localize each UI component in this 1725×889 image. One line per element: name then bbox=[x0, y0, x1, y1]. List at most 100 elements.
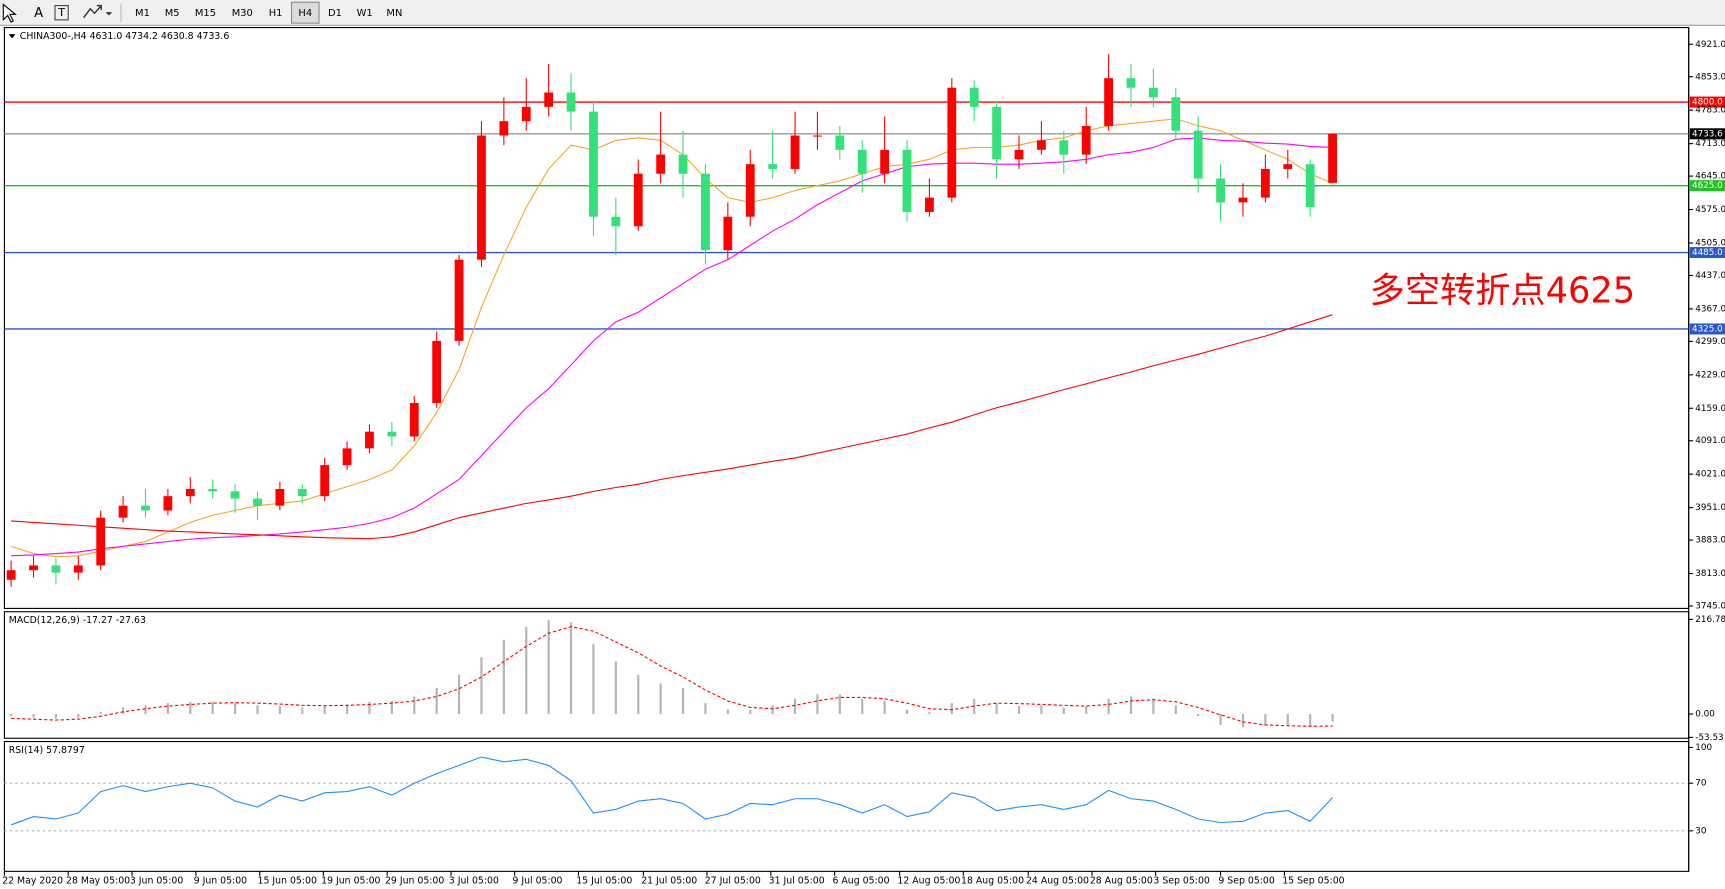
macd-signal bbox=[11, 626, 1333, 727]
y-tick-label: 4021.0 bbox=[1695, 470, 1725, 480]
cursor-icon bbox=[2, 3, 17, 23]
candle-body bbox=[163, 496, 173, 511]
candle-body bbox=[1037, 140, 1046, 150]
candle-body bbox=[141, 505, 150, 511]
y-tick-label: 0.00 bbox=[1695, 710, 1715, 720]
x-tick-label: 3 Sep 05:00 bbox=[1153, 876, 1209, 887]
timeframe-button[interactable]: M30 bbox=[232, 8, 253, 19]
candle-body bbox=[1328, 133, 1337, 183]
candle-body bbox=[1260, 168, 1270, 198]
objects-tool[interactable] bbox=[83, 4, 102, 19]
candle-body bbox=[1104, 78, 1113, 126]
x-tick-label: 28 Aug 05:00 bbox=[1090, 876, 1153, 887]
x-tick-label: 15 Jul 05:00 bbox=[576, 876, 632, 887]
panel-title: RSI(14) 57.8797 bbox=[9, 745, 85, 756]
y-tick-label: 30 bbox=[1695, 826, 1707, 836]
label-tool-frame bbox=[54, 4, 69, 21]
x-tick-label: 15 Jun 05:00 bbox=[258, 876, 317, 887]
y-tick-label: 4159.0 bbox=[1695, 404, 1725, 414]
candle-body bbox=[1238, 197, 1248, 203]
price-level-label: 4733.6 bbox=[1692, 129, 1723, 139]
candle-body bbox=[1216, 178, 1225, 203]
text-tool[interactable]: A bbox=[34, 6, 43, 21]
candle-body bbox=[185, 488, 195, 497]
y-tick-label: 4921.0 bbox=[1695, 40, 1725, 50]
candle-body bbox=[320, 465, 330, 497]
candle-body bbox=[253, 498, 262, 506]
candle-body bbox=[1193, 130, 1203, 179]
candle-body bbox=[208, 488, 218, 492]
panel-frame bbox=[3, 740, 1690, 872]
timeframe-button[interactable]: MN bbox=[386, 8, 402, 19]
x-tick-label: 29 Jun 05:00 bbox=[385, 876, 444, 887]
candle-body bbox=[342, 448, 352, 466]
candle-body bbox=[633, 173, 643, 227]
x-tick-label: 12 Aug 05:00 bbox=[897, 876, 960, 887]
price-level-label: 4800.0 bbox=[1692, 98, 1723, 108]
candle-body bbox=[611, 216, 621, 227]
candle-body bbox=[880, 149, 890, 174]
price-level-label: 4485.0 bbox=[1692, 248, 1723, 258]
candle-body bbox=[544, 92, 554, 107]
timeframe-button[interactable]: H1 bbox=[269, 8, 283, 19]
candle-body bbox=[1014, 149, 1024, 160]
y-tick-label: 216.78 bbox=[1695, 615, 1725, 625]
candle-body bbox=[813, 135, 822, 137]
cursor-tool[interactable] bbox=[2, 3, 17, 23]
y-tick-label: 4645.0 bbox=[1695, 172, 1725, 182]
y-tick-label: 4437.0 bbox=[1695, 271, 1725, 281]
y-tick-label: 4367.0 bbox=[1695, 304, 1725, 314]
candle-body bbox=[432, 340, 442, 404]
price-level-tag bbox=[1689, 247, 1725, 259]
timeframe-button[interactable]: M15 bbox=[195, 8, 216, 19]
candle-body bbox=[73, 565, 83, 573]
candle-body bbox=[1148, 87, 1158, 98]
x-tick-label: 27 Jul 05:00 bbox=[705, 876, 761, 887]
panel-frame bbox=[3, 27, 1690, 609]
toolbar bbox=[0, 0, 1725, 26]
candle-body bbox=[1126, 78, 1136, 88]
x-tick-label: 28 May 05:00 bbox=[66, 876, 130, 887]
candle-body bbox=[656, 154, 666, 174]
y-tick-label: 4091.0 bbox=[1695, 436, 1725, 446]
timeframe-button[interactable]: M5 bbox=[165, 8, 180, 19]
x-tick-label: 19 Jun 05:00 bbox=[321, 876, 380, 887]
candle-body bbox=[51, 565, 61, 573]
y-tick-label: 4783.0 bbox=[1695, 106, 1725, 116]
panel-frame bbox=[3, 611, 1690, 739]
candle-body bbox=[723, 216, 733, 251]
label-tool[interactable]: T bbox=[57, 6, 65, 19]
candle-body bbox=[387, 431, 397, 437]
timeframe-button[interactable]: W1 bbox=[357, 8, 373, 19]
y-tick-label: 4713.0 bbox=[1695, 139, 1725, 149]
candle-body bbox=[745, 164, 755, 217]
timeframe-button[interactable]: D1 bbox=[328, 8, 342, 19]
price-level-tag bbox=[1689, 180, 1725, 192]
candle-body bbox=[521, 106, 531, 122]
candle-body bbox=[1171, 97, 1181, 131]
x-tick-label: 15 Sep 05:00 bbox=[1282, 876, 1344, 887]
timeframe-button[interactable]: H4 bbox=[298, 8, 312, 19]
candle-body bbox=[275, 488, 285, 506]
active-button bbox=[290, 1, 320, 24]
candle-body bbox=[409, 403, 419, 437]
candle-body bbox=[454, 259, 464, 341]
dropdown-arrow[interactable] bbox=[105, 12, 113, 16]
y-tick-label: 3951.0 bbox=[1695, 503, 1725, 513]
candle-body bbox=[857, 149, 867, 174]
candle-body bbox=[678, 154, 688, 174]
candle-body bbox=[969, 87, 979, 107]
y-tick-label: 4853.0 bbox=[1695, 72, 1725, 82]
candle-body bbox=[768, 164, 778, 169]
candle-body bbox=[118, 505, 128, 518]
x-tick-label: 3 Jul 05:00 bbox=[449, 876, 499, 887]
y-tick-label: 4505.0 bbox=[1695, 238, 1725, 248]
rsi-line bbox=[10, 756, 1333, 826]
candle-body bbox=[701, 173, 710, 251]
candle-body bbox=[947, 87, 957, 198]
price-level-tag bbox=[1689, 128, 1725, 140]
y-tick-label: 4229.0 bbox=[1695, 370, 1725, 380]
timeframe-button[interactable]: M1 bbox=[135, 8, 150, 19]
candle-body bbox=[1283, 164, 1293, 169]
